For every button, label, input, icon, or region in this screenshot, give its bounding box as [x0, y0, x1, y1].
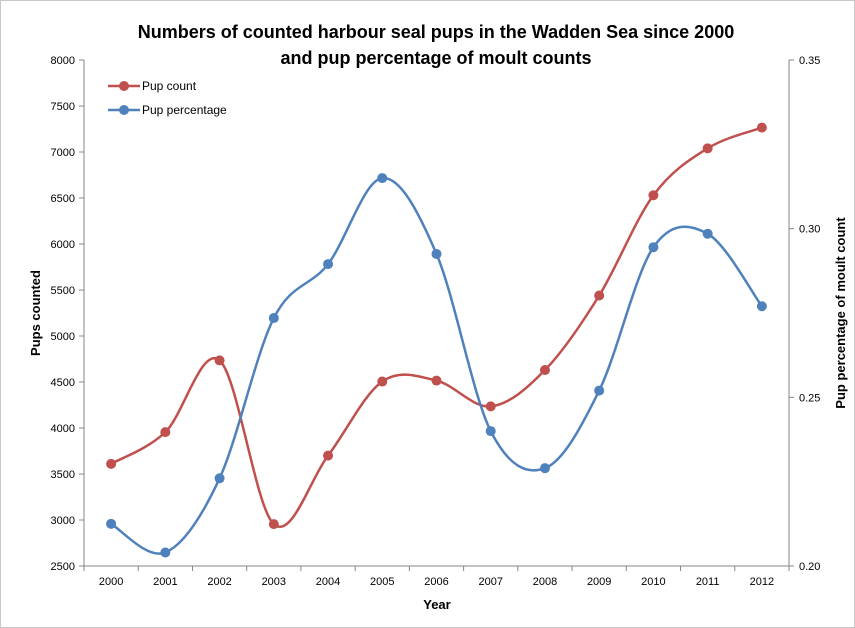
- x-tick-label: 2009: [587, 576, 611, 588]
- x-tick-label: 2000: [99, 576, 123, 588]
- data-point-pup-percentage: [702, 228, 713, 239]
- data-point-pup-percentage: [539, 463, 550, 474]
- data-point-pup-count: [594, 290, 605, 301]
- legend-pup-percentage-marker: [119, 105, 129, 115]
- data-point-pup-count: [539, 365, 550, 376]
- right-tick-label: 0.20: [799, 561, 820, 573]
- left-tick-label: 6000: [51, 239, 75, 251]
- x-tick-label: 2012: [750, 576, 774, 588]
- data-point-pup-percentage: [756, 301, 767, 312]
- x-tick-label: 2003: [262, 576, 286, 588]
- data-point-pup-percentage: [594, 385, 605, 396]
- left-tick-label: 7500: [51, 101, 75, 113]
- left-tick-label: 4500: [51, 377, 75, 389]
- data-point-pup-count: [756, 122, 767, 133]
- x-tick-label: 2004: [316, 576, 340, 588]
- right-tick-label: 0.25: [799, 392, 820, 404]
- x-tick-label: 2005: [370, 576, 394, 588]
- left-tick-label: 5500: [51, 285, 75, 297]
- left-tick-label: 5000: [51, 331, 75, 343]
- right-axis-ticks: 0.20 0.25 0.30 0.35: [789, 55, 820, 573]
- x-tick-label: 2007: [478, 576, 502, 588]
- data-point-pup-count: [323, 450, 334, 461]
- right-tick-label: 0.30: [799, 224, 820, 236]
- series-layer: [106, 122, 767, 558]
- x-tick-label: 2001: [153, 576, 177, 588]
- data-point-pup-count: [106, 458, 117, 469]
- left-y-axis-title: Pups counted: [28, 270, 43, 356]
- data-point-pup-percentage: [323, 259, 334, 270]
- data-point-pup-percentage: [106, 518, 117, 529]
- left-tick-label: 4000: [51, 423, 75, 435]
- data-point-pup-percentage: [648, 242, 659, 253]
- data-point-pup-count: [377, 376, 388, 387]
- x-tick-label: 2002: [207, 576, 231, 588]
- data-point-pup-count: [702, 143, 713, 154]
- left-tick-label: 3500: [51, 469, 75, 481]
- data-point-pup-count: [431, 375, 442, 386]
- right-y-axis-title: Pup percentage of moult count: [833, 217, 848, 409]
- right-tick-label: 0.35: [799, 55, 820, 67]
- data-point-pup-percentage: [485, 426, 496, 437]
- data-point-pup-percentage: [214, 473, 225, 484]
- data-point-pup-count: [648, 190, 659, 201]
- data-point-pup-percentage: [377, 173, 388, 184]
- legend-pup-percentage-label: Pup percentage: [142, 103, 227, 117]
- data-point-pup-percentage: [431, 248, 442, 259]
- left-tick-label: 3000: [51, 515, 75, 527]
- data-point-pup-count: [214, 355, 225, 366]
- x-tick-label: 2010: [641, 576, 665, 588]
- x-tick-label: 2008: [533, 576, 557, 588]
- left-tick-label: 7000: [51, 147, 75, 159]
- x-tick-label: 2011: [696, 576, 720, 588]
- x-tick-label: 2006: [424, 576, 448, 588]
- chart-title-line-1: Numbers of counted harbour seal pups in …: [138, 22, 734, 42]
- x-axis-title: Year: [423, 597, 450, 612]
- data-point-pup-percentage: [160, 547, 171, 558]
- legend-pup-count-marker: [119, 81, 129, 91]
- data-point-pup-percentage: [268, 313, 279, 324]
- legend-pup-count-label: Pup count: [142, 79, 197, 93]
- legend: Pup count Pup percentage: [108, 79, 227, 117]
- data-point-pup-count: [485, 401, 496, 412]
- x-axis-ticks: 2000 2001 2002 2003 2004 2005 2006 2007 2008 2009…: [83, 566, 790, 588]
- data-point-pup-count: [160, 427, 171, 438]
- chart-title-line-2: and pup percentage of moult counts: [280, 48, 591, 68]
- left-tick-label: 6500: [51, 193, 75, 205]
- left-axis-ticks: 2500 3000 3500 4000 4500 5000 5500 6000 6500 7000…: [51, 55, 84, 573]
- left-tick-label: 8000: [51, 55, 75, 67]
- left-tick-label: 2500: [51, 561, 75, 573]
- data-point-pup-count: [268, 519, 279, 530]
